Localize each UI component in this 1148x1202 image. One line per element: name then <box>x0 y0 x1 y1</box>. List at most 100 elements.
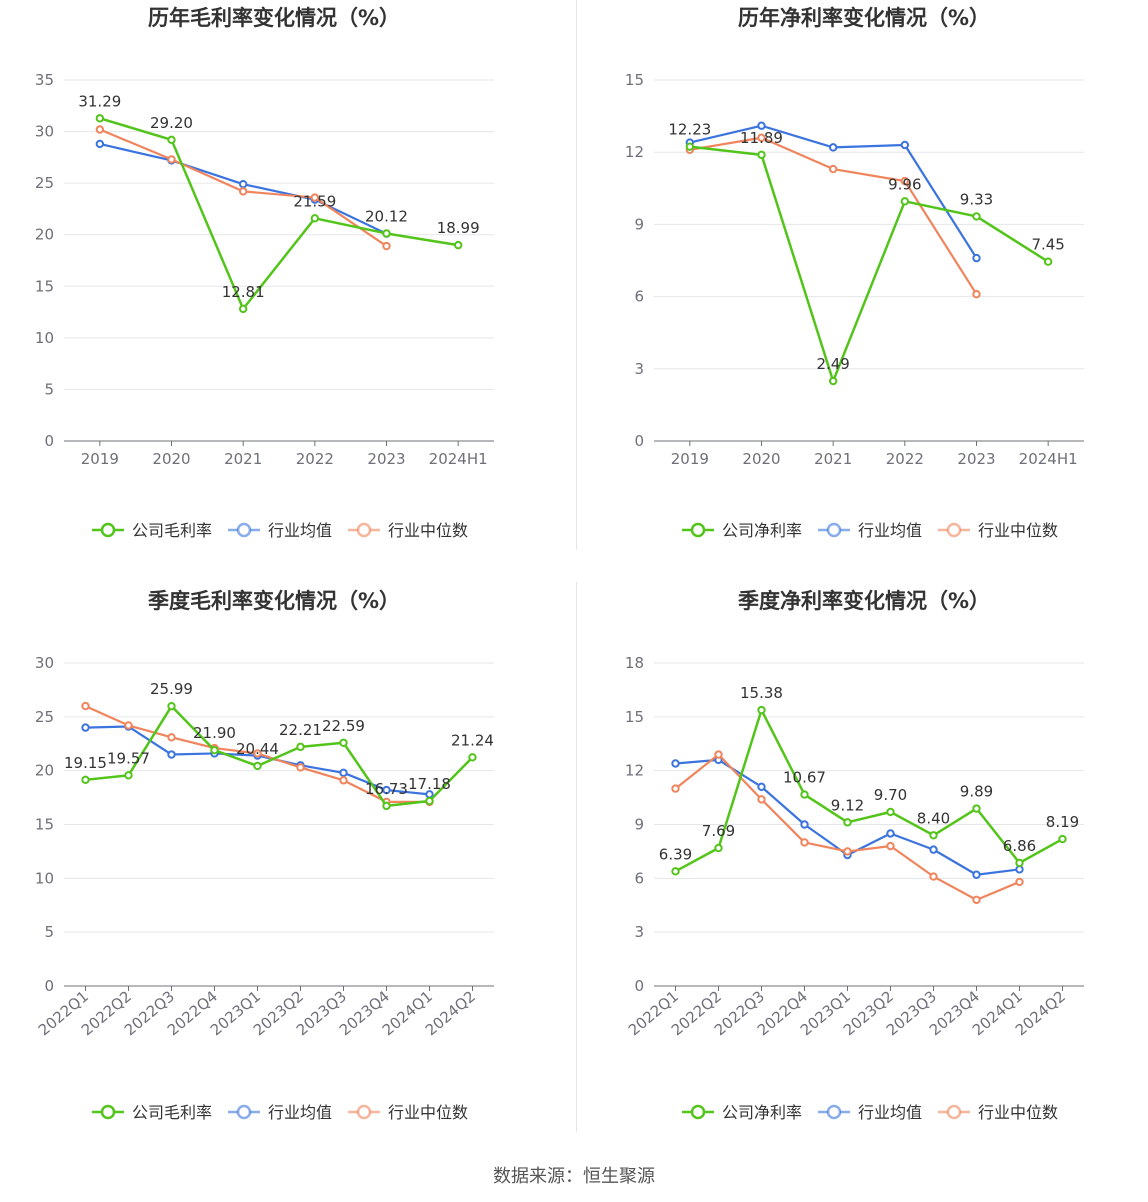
legend-item[interactable]: 公司净利率 <box>682 521 802 540</box>
data-label: 15.38 <box>740 684 783 702</box>
chart-panel-1: 历年毛利率变化情况（%） 0 5 10 15 20 25 30 35 2019 2020 2021 20… <box>35 6 494 540</box>
legend-label: 行业中位数 <box>978 1103 1058 1122</box>
data-point-avg <box>757 121 766 130</box>
data-point-avg <box>972 253 981 263</box>
y-tick-label: 15 <box>35 816 54 834</box>
data-point-median <box>886 841 895 851</box>
data-label: 8.40 <box>917 809 950 827</box>
data-label: 11.89 <box>740 129 783 147</box>
x-tick-label: 2024H1 <box>429 450 488 468</box>
data-point-company <box>468 753 477 762</box>
chart-panel-2: 历年净利率变化情况（%） 0 3 6 9 12 15 2019 2020 2021 2022 2023… <box>625 6 1084 540</box>
y-tick-label: 5 <box>44 923 54 941</box>
y-tick-label: 6 <box>634 288 644 306</box>
data-point-median <box>296 763 305 772</box>
x-tick-label: 2021 <box>814 450 852 468</box>
y-tick-label: 6 <box>634 869 644 887</box>
x-tick-label: 2023 <box>957 450 995 468</box>
series-line-company <box>689 145 1049 383</box>
data-label: 7.45 <box>1031 236 1064 254</box>
data-label: 7.69 <box>702 822 735 840</box>
data-point-avg <box>167 750 176 759</box>
legend-swatch-marker <box>236 1104 252 1120</box>
data-point-median <box>972 289 981 299</box>
data-point-avg <box>800 820 809 829</box>
y-tick-label: 15 <box>35 277 54 295</box>
chart-title: 历年净利率变化情况（%） <box>738 6 990 30</box>
data-label: 31.29 <box>78 92 121 110</box>
legend-item[interactable]: 行业均值 <box>818 521 922 540</box>
data-label: 9.33 <box>960 190 993 208</box>
y-tick-label: 5 <box>44 380 54 398</box>
data-point-company <box>828 376 838 386</box>
data-point-median <box>167 733 176 742</box>
data-point-avg <box>929 845 938 854</box>
legend-item[interactable]: 行业均值 <box>818 1103 922 1122</box>
legend: 公司净利率 行业均值 行业中位数 <box>682 521 1058 540</box>
data-label: 10.67 <box>783 769 826 787</box>
legend-swatch-marker <box>236 522 252 538</box>
y-tick-label: 10 <box>35 869 54 887</box>
y-tick-label: 20 <box>35 226 54 244</box>
legend-item[interactable]: 公司毛利率 <box>92 1103 212 1122</box>
y-tick-label: 25 <box>35 708 54 726</box>
y-tick-label: 15 <box>625 708 644 726</box>
data-label: 21.59 <box>293 192 336 210</box>
data-point-company <box>310 214 320 223</box>
legend: 公司毛利率 行业均值 行业中位数 <box>92 1103 468 1122</box>
data-label: 21.90 <box>193 724 236 742</box>
legend-swatch-marker <box>826 522 842 538</box>
legend-label: 行业中位数 <box>388 1103 468 1122</box>
data-point-company <box>167 135 176 145</box>
chart-title: 季度毛利率变化情况（%） <box>148 589 400 613</box>
legend-item[interactable]: 行业中位数 <box>938 1103 1058 1122</box>
charts-container: 历年毛利率变化情况（%） 0 5 10 15 20 25 30 35 2019 2020 2021 20… <box>35 6 1084 1122</box>
data-label: 9.12 <box>831 796 864 814</box>
data-point-company <box>1015 858 1024 868</box>
y-tick-label: 0 <box>44 432 54 450</box>
data-point-company <box>757 150 766 160</box>
data-point-company <box>757 705 766 715</box>
data-point-company <box>714 843 723 853</box>
data-point-company <box>972 804 981 813</box>
legend: 公司净利率 行业均值 行业中位数 <box>682 1103 1058 1122</box>
y-tick-label: 3 <box>634 360 644 378</box>
legend-label: 公司毛利率 <box>132 521 212 540</box>
data-point-company <box>81 775 90 785</box>
panel-divider-bottom <box>576 582 577 1132</box>
chart-title: 季度净利率变化情况（%） <box>738 589 990 613</box>
legend-item[interactable]: 行业均值 <box>228 521 332 540</box>
legend-item[interactable]: 行业中位数 <box>348 521 468 540</box>
data-label: 19.15 <box>64 754 107 772</box>
legend-item[interactable]: 公司净利率 <box>682 1103 802 1122</box>
legend-item[interactable]: 行业中位数 <box>348 1103 468 1122</box>
legend-swatch-marker <box>946 1104 962 1120</box>
data-point-median <box>253 749 262 758</box>
data-point-median <box>95 125 105 134</box>
legend-item[interactable]: 行业均值 <box>228 1103 332 1122</box>
data-point-avg <box>828 143 838 152</box>
legend-swatch-marker <box>356 1104 372 1120</box>
chart-title: 历年毛利率变化情况（%） <box>148 6 400 30</box>
y-tick-label: 12 <box>625 143 644 161</box>
legend-item[interactable]: 公司毛利率 <box>92 521 212 540</box>
x-tick-label: 2021 <box>224 450 262 468</box>
data-point-company <box>296 742 305 752</box>
y-tick-label: 3 <box>634 923 644 941</box>
data-source-note: 数据来源：恒生聚源 <box>493 1166 655 1187</box>
data-point-company <box>253 761 262 771</box>
data-point-company <box>671 867 680 876</box>
data-point-company <box>210 746 219 755</box>
data-point-median <box>1015 877 1024 887</box>
y-tick-label: 10 <box>35 329 54 347</box>
y-tick-label: 30 <box>35 654 54 672</box>
data-point-company <box>843 818 852 827</box>
legend-item[interactable]: 行业中位数 <box>938 521 1058 540</box>
legend-swatch-marker <box>100 522 116 538</box>
legend-swatch-marker <box>356 522 372 538</box>
data-label: 29.20 <box>150 114 193 132</box>
data-point-avg <box>900 140 910 150</box>
series-line-company <box>85 704 474 808</box>
data-label: 18.99 <box>437 219 480 237</box>
